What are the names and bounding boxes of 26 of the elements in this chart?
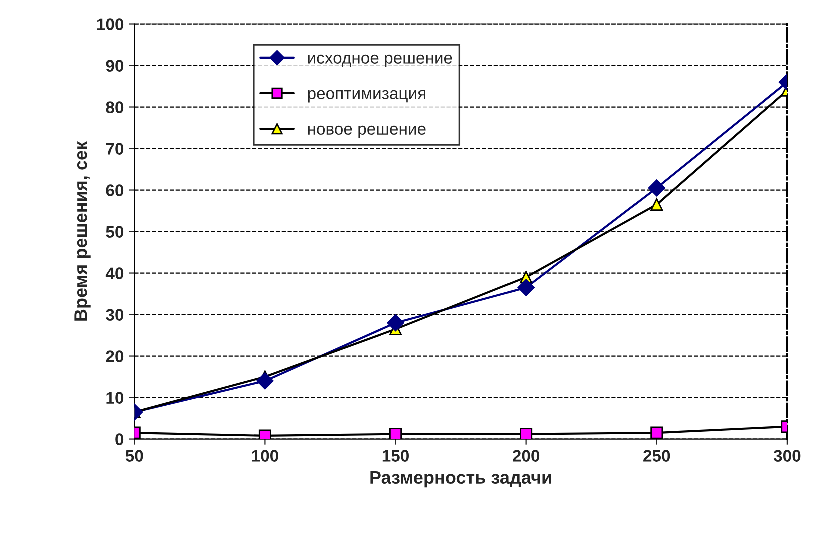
x-tick-label: 250	[644, 450, 670, 462]
y-tick-label: 70	[106, 143, 124, 155]
y-tick-label: 90	[106, 60, 124, 72]
y-tick-label: 100	[97, 18, 124, 30]
legend-label: реоптимизация	[308, 90, 426, 103]
x-tick-label: 300	[774, 450, 801, 462]
x-axis-title: Размерность задачи	[370, 471, 552, 488]
y-axis-title: Время решения, сек	[74, 141, 91, 321]
point	[520, 428, 533, 440]
x-tick-label: 150	[382, 450, 409, 462]
y-tick-label: 10	[106, 392, 124, 404]
point	[390, 428, 402, 440]
y-tick-label: 60	[106, 184, 124, 196]
x-tick-label: 100	[252, 450, 278, 462]
y-tick-label: 30	[106, 309, 124, 322]
x-tick-label: 50	[126, 450, 144, 462]
legend-label: исходное решение	[308, 54, 452, 68]
y-tick-label: 80	[106, 102, 124, 114]
x-tick-label: 200	[512, 450, 540, 462]
point	[387, 314, 404, 332]
y-tick-label: 0	[116, 434, 124, 446]
legend-label: новое решение	[308, 126, 426, 138]
y-tick-label: 20	[106, 350, 124, 362]
point	[518, 279, 535, 296]
y-tick-label: 40	[106, 268, 124, 280]
y-tick-label: 50	[106, 226, 124, 238]
